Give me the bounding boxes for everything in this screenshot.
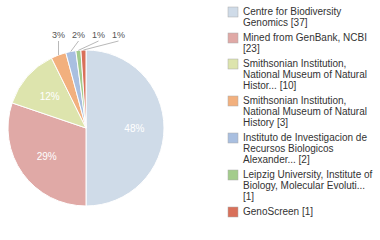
- legend-label-line: [1]: [243, 191, 254, 202]
- chart: 48% 29% 12% 3% 2% 1% 1% Centre for Biodiversity…: [0, 0, 380, 240]
- legend-label-line: Genomics [37]: [243, 17, 308, 28]
- legend-swatch: [228, 96, 238, 106]
- leader-line: [58, 41, 59, 55]
- pie-slice: [81, 50, 86, 128]
- legend: Centre for BiodiversityGenomics [37] Mine…: [228, 6, 373, 217]
- legend-label: Smithsonian Institution,National Museum …: [243, 95, 367, 128]
- legend-swatch: [228, 33, 238, 43]
- legend-label: GenoScreen [1]: [243, 206, 313, 217]
- legend-label-line: Histor... [10]: [243, 80, 297, 91]
- legend-label-line: Leipzig University, Institute of: [243, 169, 373, 180]
- data-label: 2%: [72, 30, 85, 40]
- legend-label-line: Smithsonian Institution,: [243, 95, 346, 106]
- legend-label-line: GenoScreen [1]: [243, 206, 313, 217]
- data-label: 29%: [37, 151, 57, 162]
- data-label: 12%: [40, 91, 60, 102]
- legend-label-line: Instituto de Investigacion de: [243, 132, 367, 143]
- legend-label-line: Centre for Biodiversity: [243, 6, 341, 17]
- legend-swatch: [228, 59, 238, 69]
- legend-label: Mined from GenBank, NCBI[23]: [243, 32, 367, 54]
- legend-label-line: National Museum of Natural: [243, 69, 367, 80]
- pie-slice: [66, 51, 86, 128]
- data-label: 3%: [52, 30, 65, 40]
- data-label: 1%: [112, 30, 125, 40]
- legend-swatch: [228, 7, 238, 17]
- data-label: 48%: [124, 123, 144, 134]
- legend-label-line: [23]: [243, 43, 260, 54]
- pie: 48% 29% 12% 3% 2% 1% 1%: [8, 30, 164, 206]
- legend-swatch: [228, 170, 238, 180]
- legend-swatch: [228, 133, 238, 143]
- legend-label-line: History [3]: [243, 117, 288, 128]
- data-label: 1%: [92, 30, 105, 40]
- legend-label-line: Biology, Molecular Evoluti...: [243, 180, 365, 191]
- legend-label: Instituto de Investigacion deRecursos Bi…: [243, 132, 367, 165]
- legend-label: Smithsonian Institution,National Museum …: [243, 58, 367, 91]
- legend-label-line: Mined from GenBank, NCBI: [243, 32, 367, 43]
- legend-label-line: National Museum of Natural: [243, 106, 367, 117]
- leader-line: [71, 41, 79, 51]
- legend-label-line: Recursos Biologicos: [243, 143, 334, 154]
- leader-line: [83, 41, 118, 50]
- legend-swatch: [228, 207, 238, 217]
- legend-label-line: Alexander... [2]: [243, 154, 310, 165]
- legend-label-line: Smithsonian Institution,: [243, 58, 346, 69]
- pie-slice: [76, 50, 86, 128]
- legend-label: Leipzig University, Institute ofBiology,…: [243, 169, 373, 202]
- legend-label: Centre for BiodiversityGenomics [37]: [243, 6, 341, 28]
- pie-slice: [86, 50, 164, 206]
